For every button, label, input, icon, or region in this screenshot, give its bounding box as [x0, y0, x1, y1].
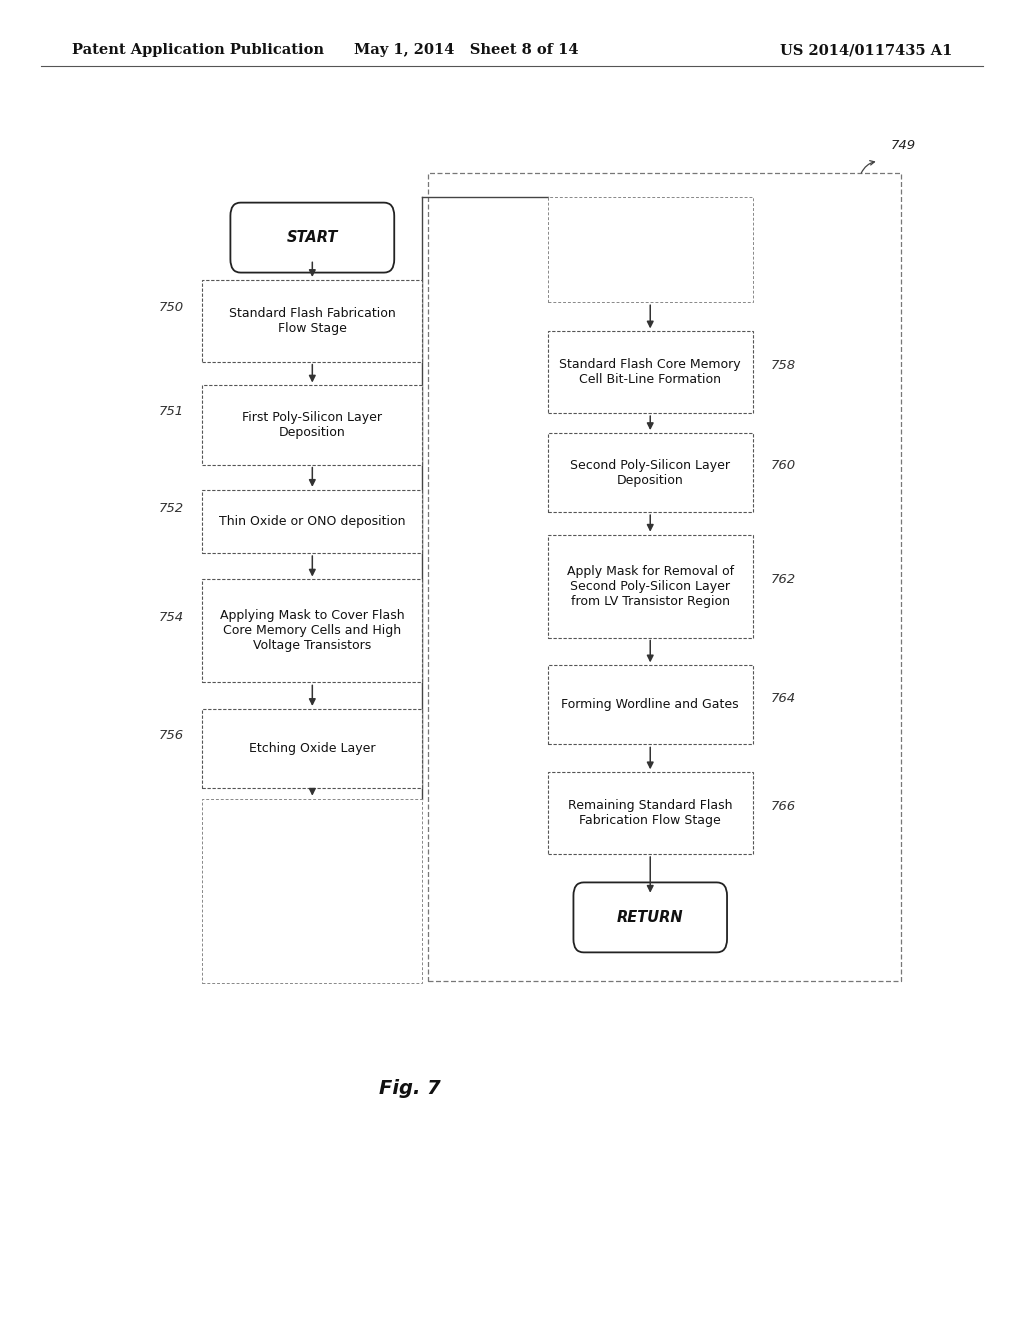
Text: Remaining Standard Flash
Fabrication Flow Stage: Remaining Standard Flash Fabrication Flo…	[568, 799, 732, 828]
FancyBboxPatch shape	[548, 197, 753, 302]
FancyBboxPatch shape	[573, 883, 727, 953]
FancyBboxPatch shape	[203, 490, 422, 553]
Text: Second Poly-Silicon Layer
Deposition: Second Poly-Silicon Layer Deposition	[570, 458, 730, 487]
Text: May 1, 2014   Sheet 8 of 14: May 1, 2014 Sheet 8 of 14	[353, 44, 579, 57]
Text: Apply Mask for Removal of
Second Poly-Silicon Layer
from LV Transistor Region: Apply Mask for Removal of Second Poly-Si…	[566, 565, 734, 607]
Text: Fig. 7: Fig. 7	[379, 1080, 440, 1098]
Text: 758: 758	[771, 359, 797, 372]
FancyBboxPatch shape	[548, 331, 753, 413]
Text: Standard Flash Fabrication
Flow Stage: Standard Flash Fabrication Flow Stage	[229, 306, 395, 335]
Text: 749: 749	[891, 139, 916, 152]
Text: 750: 750	[159, 301, 184, 314]
FancyBboxPatch shape	[230, 202, 394, 272]
Text: Forming Wordline and Gates: Forming Wordline and Gates	[561, 698, 739, 711]
Text: US 2014/0117435 A1: US 2014/0117435 A1	[780, 44, 952, 57]
FancyBboxPatch shape	[548, 665, 753, 744]
FancyBboxPatch shape	[203, 579, 422, 682]
Text: Etching Oxide Layer: Etching Oxide Layer	[249, 742, 376, 755]
Text: 760: 760	[771, 459, 797, 473]
Text: Standard Flash Core Memory
Cell Bit-Line Formation: Standard Flash Core Memory Cell Bit-Line…	[559, 358, 741, 387]
Text: Applying Mask to Cover Flash
Core Memory Cells and High
Voltage Transistors: Applying Mask to Cover Flash Core Memory…	[220, 610, 404, 652]
FancyBboxPatch shape	[548, 772, 753, 854]
Text: 766: 766	[771, 800, 797, 813]
Text: 762: 762	[771, 573, 797, 586]
FancyBboxPatch shape	[548, 535, 753, 638]
Text: 752: 752	[159, 502, 184, 515]
FancyBboxPatch shape	[203, 709, 422, 788]
Text: Patent Application Publication: Patent Application Publication	[72, 44, 324, 57]
FancyBboxPatch shape	[203, 799, 422, 983]
Text: RETURN: RETURN	[616, 909, 684, 925]
FancyBboxPatch shape	[548, 433, 753, 512]
Text: 751: 751	[159, 405, 184, 418]
Text: Thin Oxide or ONO deposition: Thin Oxide or ONO deposition	[219, 515, 406, 528]
FancyBboxPatch shape	[203, 280, 422, 362]
Text: First Poly-Silicon Layer
Deposition: First Poly-Silicon Layer Deposition	[243, 411, 382, 440]
Text: 754: 754	[159, 611, 184, 624]
FancyBboxPatch shape	[203, 385, 422, 465]
Text: START: START	[287, 230, 338, 246]
Text: 756: 756	[159, 729, 184, 742]
Text: 764: 764	[771, 692, 797, 705]
